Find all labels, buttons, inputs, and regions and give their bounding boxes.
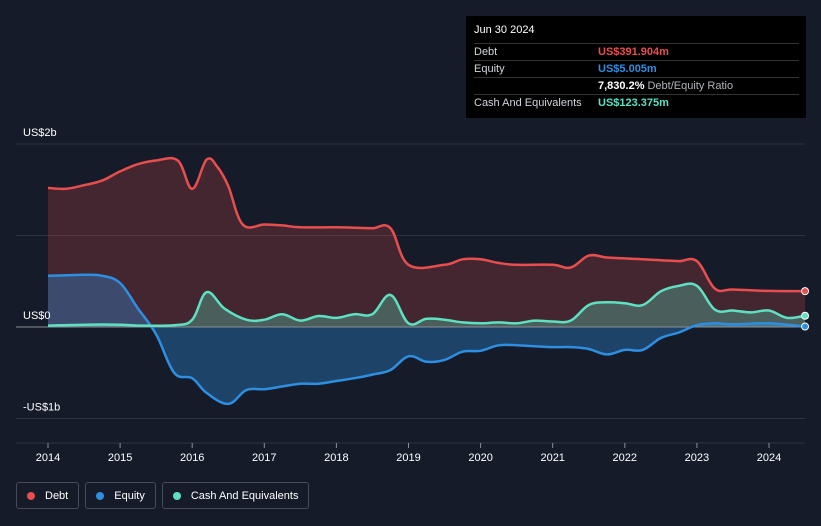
x-tick-label: 2020 xyxy=(468,452,492,464)
area-debt xyxy=(48,158,805,327)
x-tick-label: 2016 xyxy=(180,452,204,464)
tooltip-row-label: Debt xyxy=(474,46,498,58)
legend-item-debt[interactable]: Debt xyxy=(16,482,80,509)
plot-background xyxy=(16,144,805,443)
line-cash-and-equivalents xyxy=(47,282,806,328)
y-tick-label: US$2b xyxy=(23,127,57,139)
x-tick-label: 2017 xyxy=(252,452,276,464)
tooltip-row-value: 7,830.2% xyxy=(598,80,645,92)
x-tick-label: 2023 xyxy=(685,452,709,464)
tooltip-row-value: US$5.005m xyxy=(598,63,657,75)
tooltip-row: 7,830.2% Debt/Equity Ratio xyxy=(474,78,799,95)
tooltip-row: Cash And Equivalents US$123.375m xyxy=(474,95,799,111)
area-cash-and-equivalents xyxy=(48,283,805,327)
tooltip-row-extra: Debt/Equity Ratio xyxy=(647,80,734,92)
chart-legend: Debt Equity Cash And Equivalents xyxy=(16,482,315,509)
tooltip-row-value: US$391.904m xyxy=(598,46,669,58)
legend-label: Equity xyxy=(114,489,145,502)
tooltip-row-label xyxy=(474,78,598,94)
tooltip-row-label: Cash And Equivalents xyxy=(474,97,582,109)
x-tick-label: 2022 xyxy=(613,452,637,464)
x-tick-label: 2021 xyxy=(540,452,564,464)
tooltip-row-label: Equity xyxy=(474,63,505,75)
tooltip-date: Jun 30 2024 xyxy=(474,24,799,44)
x-tick-label: 2019 xyxy=(396,452,420,464)
legend-item-equity[interactable]: Equity xyxy=(85,482,156,509)
legend-label: Cash And Equivalents xyxy=(190,489,299,502)
legend-dot-icon xyxy=(27,491,35,500)
value-tooltip: Jun 30 2024 Debt US$391.904m Equity US$5.00… xyxy=(466,16,806,118)
end-marker-debt xyxy=(801,287,810,296)
x-tick-label: 2015 xyxy=(108,452,132,464)
x-tick-label: 2024 xyxy=(757,452,781,464)
line-debt xyxy=(47,156,806,293)
tooltip-row: Equity US$5.005m xyxy=(474,61,799,78)
y-tick-label: US$0 xyxy=(23,310,51,322)
tooltip-row: Debt US$391.904m xyxy=(474,44,799,61)
end-marker-equity xyxy=(801,322,810,331)
x-tick-label: 2018 xyxy=(324,452,348,464)
legend-dot-icon xyxy=(172,491,181,500)
line-equity xyxy=(47,273,806,406)
area-equity xyxy=(48,274,805,404)
x-tick-label: 2014 xyxy=(36,452,60,464)
legend-dot-icon xyxy=(96,491,105,500)
y-tick-label: -US$1b xyxy=(23,402,60,414)
legend-label: Debt xyxy=(45,489,69,502)
legend-item-cash-and-equivalents[interactable]: Cash And Equivalents xyxy=(161,482,310,509)
tooltip-row-value: US$123.375m xyxy=(598,97,669,109)
end-marker-cash-and-equivalents xyxy=(801,311,810,320)
